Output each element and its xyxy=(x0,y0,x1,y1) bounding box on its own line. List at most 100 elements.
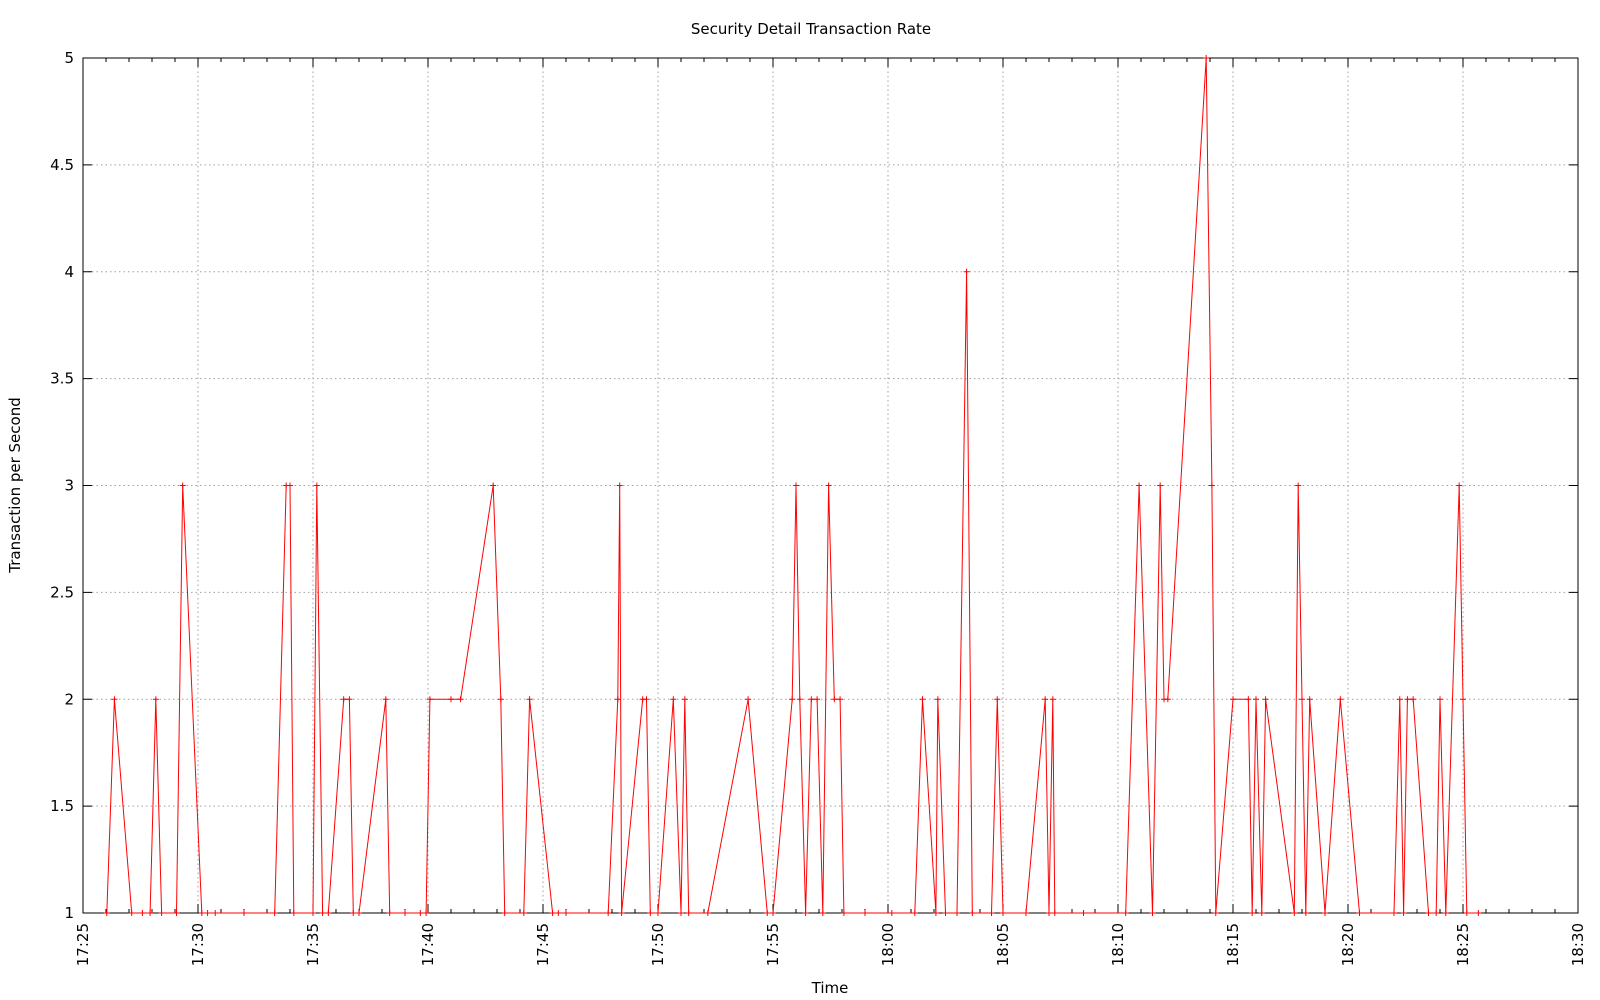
data-point xyxy=(198,910,205,916)
data-point xyxy=(271,910,278,916)
data-point xyxy=(402,910,408,916)
x-axis-label: Time xyxy=(811,979,849,997)
data-point xyxy=(346,696,353,703)
data-point xyxy=(1157,482,1164,489)
data-point xyxy=(1208,482,1215,489)
data-point xyxy=(501,910,508,916)
data-point xyxy=(831,696,838,703)
x-tick-label: 17:35 xyxy=(304,923,322,966)
x-tick-label: 18:30 xyxy=(1569,923,1587,966)
data-point xyxy=(678,910,684,916)
data-point xyxy=(764,910,771,916)
data-point xyxy=(1023,910,1029,916)
data-point xyxy=(919,696,926,703)
data-point xyxy=(1433,910,1440,916)
data-point xyxy=(704,910,711,916)
data-point xyxy=(417,910,424,916)
data-point xyxy=(614,696,621,703)
data-point xyxy=(840,910,847,916)
data-point xyxy=(340,696,347,703)
data-point xyxy=(1396,696,1403,703)
data-point xyxy=(555,910,562,916)
data-point xyxy=(1404,696,1411,703)
y-tick-label: 4 xyxy=(64,263,74,281)
data-point xyxy=(1000,910,1006,916)
data-point xyxy=(681,696,688,703)
data-point xyxy=(1212,910,1219,916)
data-point xyxy=(310,910,316,916)
data-point xyxy=(290,910,297,916)
x-tick-label: 17:30 xyxy=(189,923,207,966)
x-tick-label: 18:15 xyxy=(1224,923,1242,966)
data-point xyxy=(685,910,692,916)
data-point xyxy=(1258,910,1265,916)
data-point xyxy=(1302,910,1309,916)
data-point xyxy=(1306,696,1313,703)
data-point xyxy=(1122,910,1129,916)
data-point xyxy=(1437,696,1443,703)
data-point xyxy=(670,696,677,703)
y-tick-label: 2 xyxy=(64,690,74,708)
data-point xyxy=(111,696,118,703)
data-point xyxy=(287,482,293,489)
x-tick-label: 18:05 xyxy=(994,923,1012,966)
data-point xyxy=(888,910,895,916)
data-point xyxy=(526,696,533,703)
data-point xyxy=(932,910,939,916)
data-point xyxy=(1249,910,1256,916)
data-point xyxy=(1049,696,1056,703)
data-point xyxy=(1356,910,1363,916)
data-point xyxy=(1253,696,1259,703)
data-point xyxy=(1164,696,1171,703)
x-tick-label: 18:20 xyxy=(1339,923,1357,966)
y-tick-label: 4.5 xyxy=(50,156,74,174)
x-tick-label: 17:45 xyxy=(534,923,552,966)
data-point xyxy=(605,910,612,916)
data-point xyxy=(837,696,844,703)
data-point xyxy=(1442,910,1449,916)
data-point xyxy=(770,910,776,916)
x-tick-label: 17:25 xyxy=(74,923,92,966)
data-point xyxy=(934,696,941,703)
data-point xyxy=(1410,696,1417,703)
data-point xyxy=(325,910,332,916)
data-point xyxy=(954,910,960,916)
chart-title: Security Detail Transaction Rate xyxy=(691,20,931,38)
data-point xyxy=(862,910,868,916)
data-point xyxy=(616,482,623,489)
data-point xyxy=(1080,910,1087,916)
data-point xyxy=(1460,696,1466,703)
data-point xyxy=(356,910,362,916)
data-point xyxy=(204,910,211,916)
data-point xyxy=(423,910,430,916)
data-point xyxy=(313,482,320,489)
data-point xyxy=(911,910,918,916)
data-point xyxy=(988,910,995,916)
data-point xyxy=(1475,910,1482,916)
data-point xyxy=(808,696,815,703)
y-tick-label: 1 xyxy=(64,904,74,922)
data-point xyxy=(563,910,569,916)
y-tick-label: 2.5 xyxy=(50,583,74,601)
data-point xyxy=(789,696,796,703)
data-point xyxy=(643,696,650,703)
data-point xyxy=(796,696,803,703)
data-point xyxy=(1042,696,1049,703)
data-point xyxy=(382,696,389,703)
tick-label-layer: 1 1.5 2 2.5 3 3.5 4 4.5 5 17:25 17:30 17:35 17:40 17:… xyxy=(50,49,1587,966)
data-point xyxy=(618,910,625,916)
x-tick-label: 18:10 xyxy=(1109,923,1127,966)
y-tick-label: 3.5 xyxy=(50,370,74,388)
data-point xyxy=(386,910,393,916)
data-point xyxy=(139,910,146,916)
data-point xyxy=(1322,910,1328,916)
data-point xyxy=(1046,910,1052,916)
data-point xyxy=(1337,696,1344,703)
data-point xyxy=(158,910,165,916)
data-point xyxy=(793,482,799,489)
data-point xyxy=(1456,482,1463,489)
data-point xyxy=(1245,696,1252,703)
x-tick-label: 17:50 xyxy=(649,923,667,966)
data-point xyxy=(1051,910,1058,916)
data-point xyxy=(319,910,326,916)
